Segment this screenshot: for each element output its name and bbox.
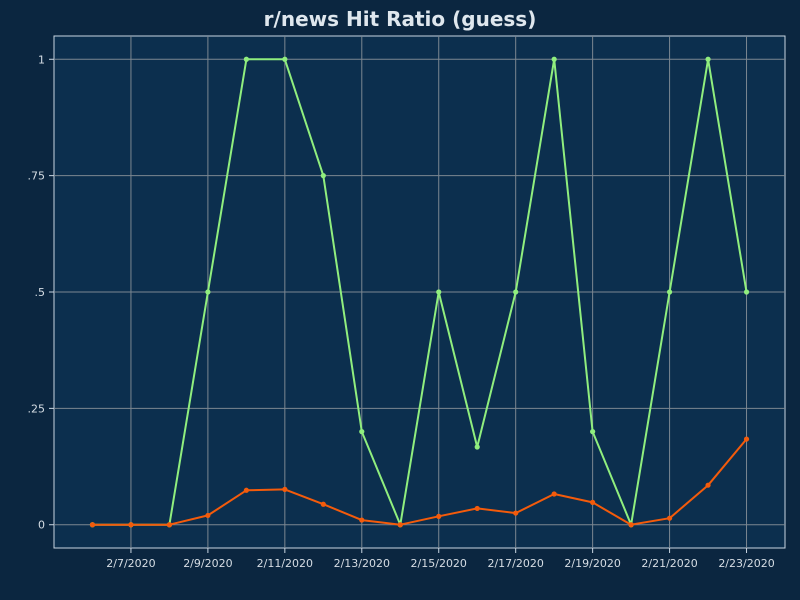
data-point[interactable] <box>359 429 365 435</box>
data-point[interactable] <box>743 289 750 295</box>
data-point[interactable] <box>551 491 557 497</box>
y-tick-label: .75 <box>28 170 46 183</box>
x-tick-label: 2/7/2020 <box>106 557 155 570</box>
y-axis: 0 .25 .5 .75 1 <box>28 53 54 532</box>
series-layer <box>89 56 750 528</box>
data-point[interactable] <box>128 522 134 528</box>
data-point[interactable] <box>89 522 96 528</box>
data-point[interactable] <box>243 487 249 493</box>
data-point[interactable] <box>513 289 519 295</box>
data-point[interactable] <box>705 482 711 488</box>
data-point[interactable] <box>743 436 750 442</box>
data-point[interactable] <box>436 513 442 519</box>
y-tick-label: 1 <box>38 53 45 66</box>
x-axis: 2/7/2020 2/9/2020 2/11/2020 2/13/2020 2/15/2… <box>106 548 775 570</box>
data-point[interactable] <box>205 289 211 295</box>
x-tick-label: 2/9/2020 <box>183 557 232 570</box>
data-point[interactable] <box>397 522 403 528</box>
data-point[interactable] <box>551 56 557 62</box>
x-tick-label: 2/11/2020 <box>257 557 313 570</box>
data-point[interactable] <box>436 289 442 295</box>
series-line <box>92 438 748 526</box>
data-point[interactable] <box>243 56 249 62</box>
data-point[interactable] <box>705 56 711 62</box>
chart-title: r/news Hit Ratio (guess) <box>264 7 537 31</box>
x-tick-label: 2/19/2020 <box>564 557 620 570</box>
y-tick-label: 0 <box>38 519 45 532</box>
data-point[interactable] <box>666 515 673 521</box>
x-tick-label: 2/23/2020 <box>718 557 774 570</box>
x-tick-label: 2/21/2020 <box>641 557 697 570</box>
data-point[interactable] <box>474 505 480 512</box>
data-point[interactable] <box>513 510 519 516</box>
data-point[interactable] <box>205 512 211 519</box>
data-point[interactable] <box>590 429 596 435</box>
x-tick-label: 2/17/2020 <box>487 557 543 570</box>
x-tick-label: 2/13/2020 <box>334 557 390 570</box>
series-2 <box>89 436 750 528</box>
data-point[interactable] <box>590 499 596 505</box>
y-tick-label: .25 <box>28 402 46 415</box>
data-point[interactable] <box>474 444 480 450</box>
series-line <box>92 58 748 526</box>
data-point[interactable] <box>282 486 288 492</box>
data-point[interactable] <box>282 56 288 62</box>
data-point[interactable] <box>166 522 173 528</box>
x-tick-label: 2/15/2020 <box>411 557 467 570</box>
y-tick-label: .5 <box>35 286 46 299</box>
data-point[interactable] <box>320 501 326 507</box>
data-point[interactable] <box>359 517 365 523</box>
data-point[interactable] <box>320 173 326 179</box>
data-point[interactable] <box>666 289 673 295</box>
data-point[interactable] <box>628 522 634 528</box>
